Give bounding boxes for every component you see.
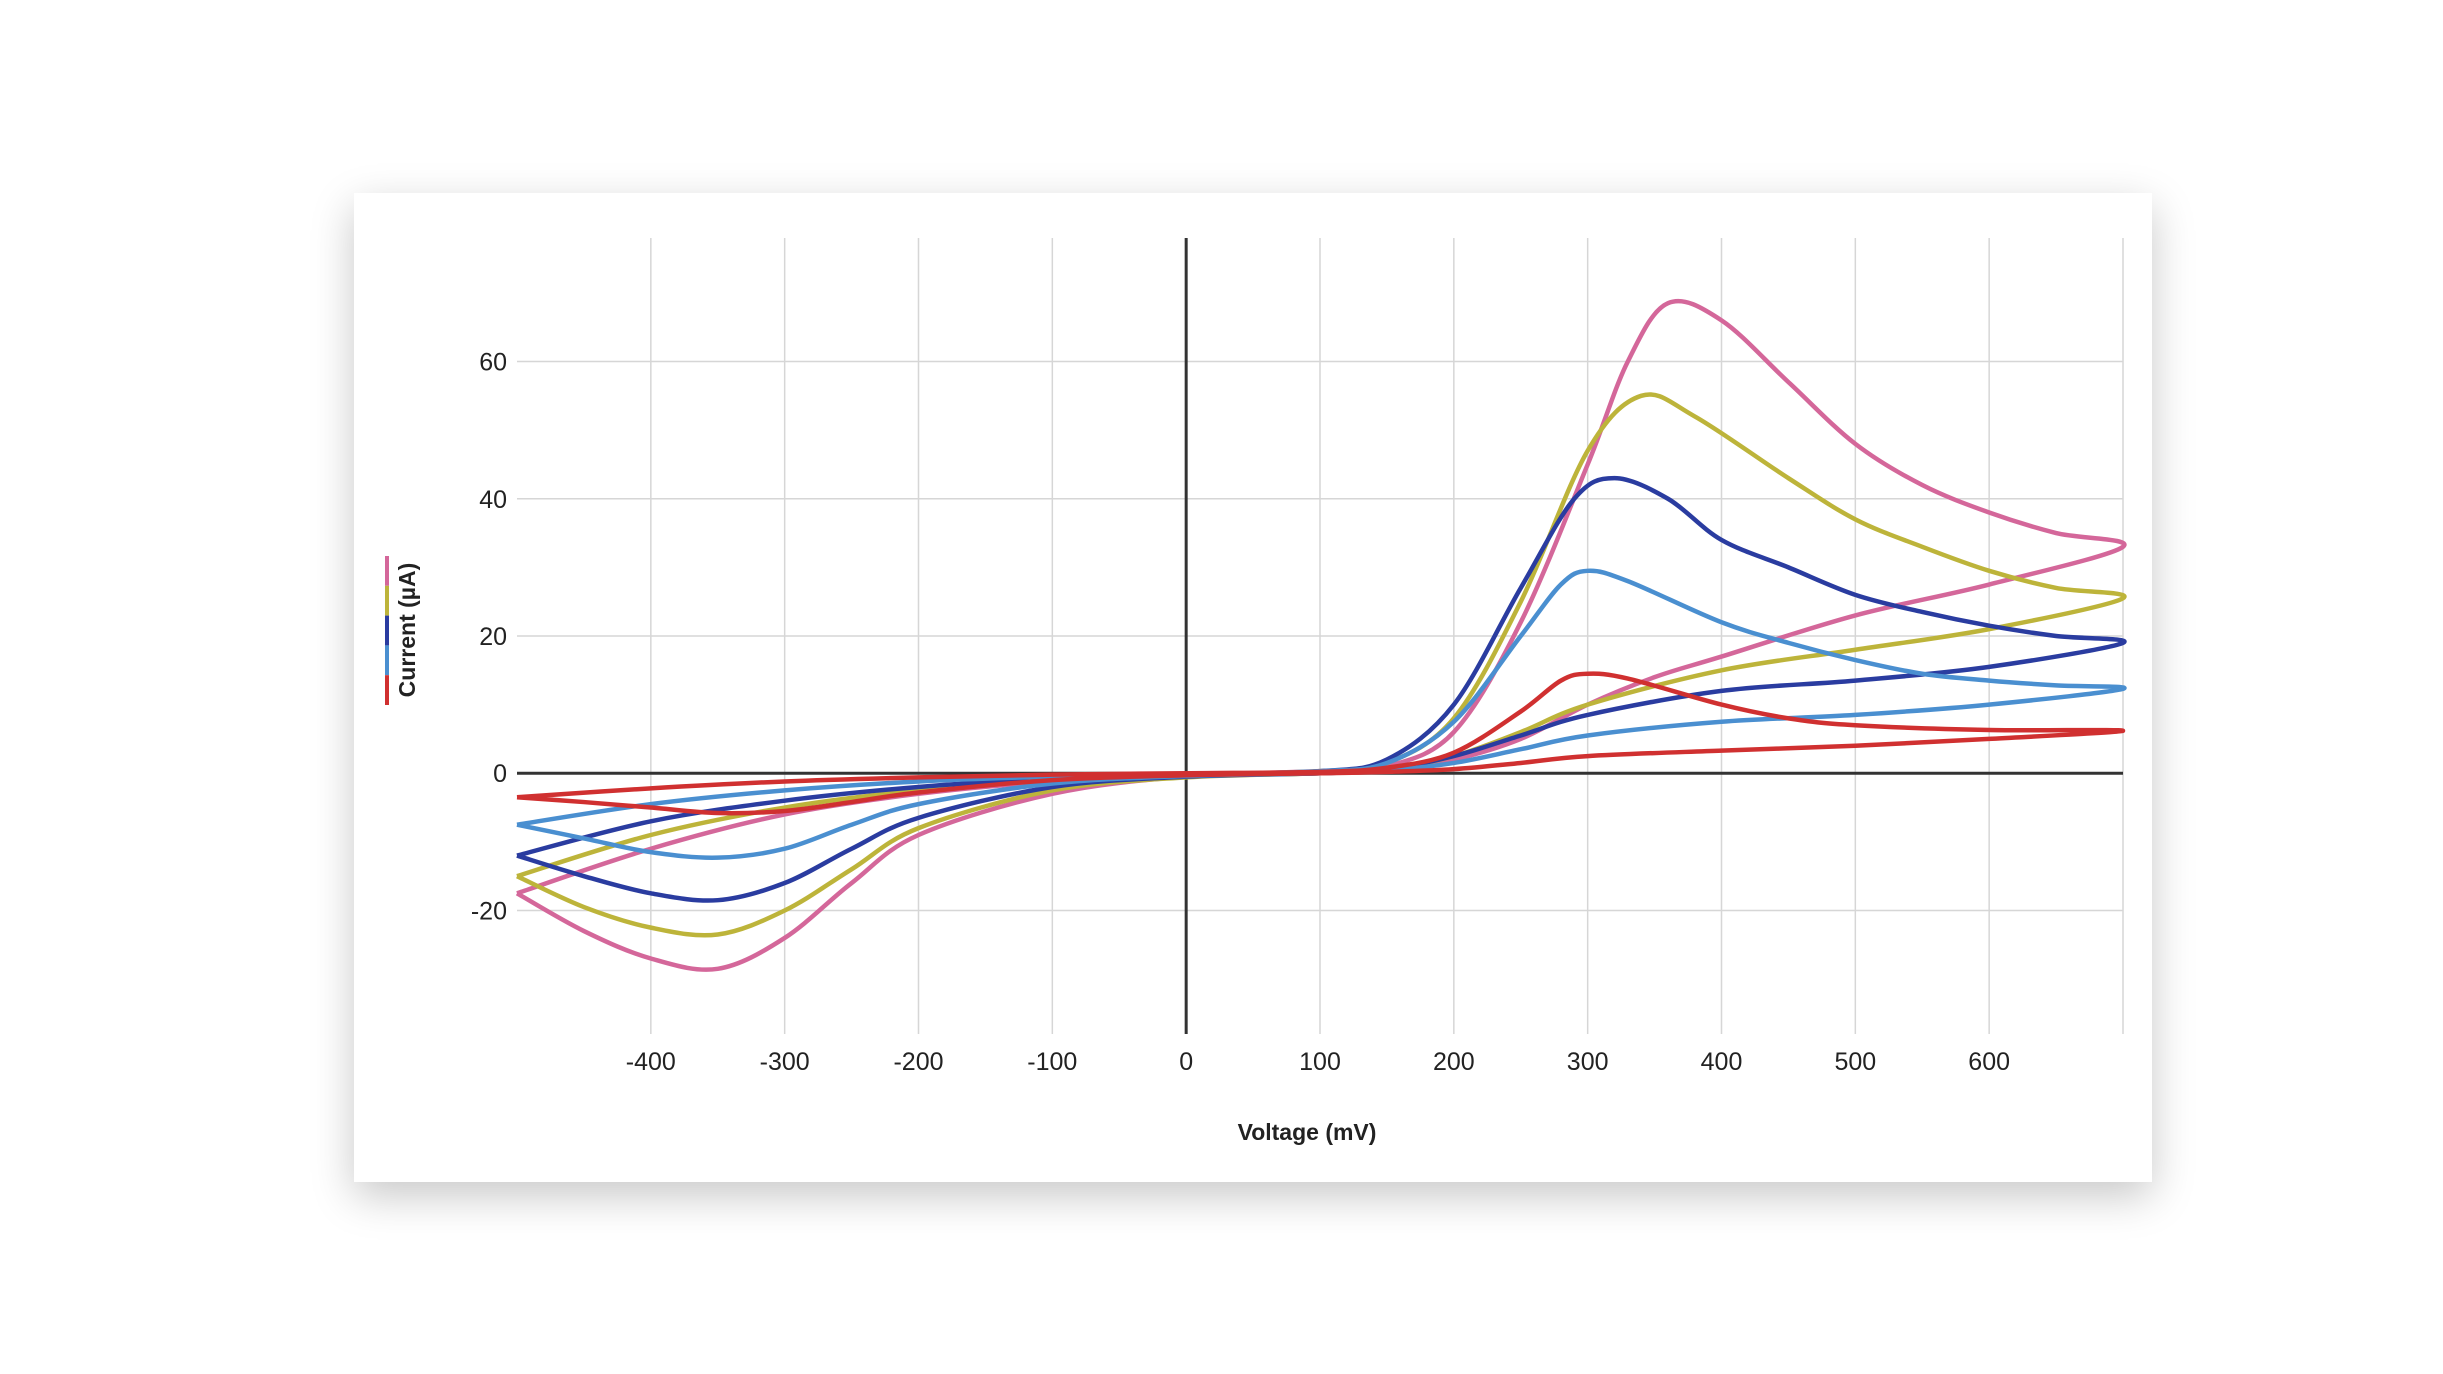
y-tick-label: -20: [471, 897, 507, 925]
legend-swatch-dark-blue: [385, 615, 389, 646]
x-tick-label: 600: [1968, 1048, 2010, 1076]
series-line-red: [516, 671, 2126, 816]
x-tick-label: -200: [893, 1048, 943, 1076]
x-tick-label: -100: [1027, 1048, 1077, 1076]
legend-color-bar: [385, 556, 389, 705]
x-tick-label: 500: [1834, 1048, 1876, 1076]
x-tick-label: 200: [1433, 1048, 1475, 1076]
grid: [517, 238, 2124, 1034]
y-tick-label: 60: [479, 349, 507, 377]
legend-swatch-pink: [385, 556, 389, 586]
x-axis-label: Voltage (mV): [1238, 1119, 1377, 1145]
x-tick-label: 0: [1179, 1048, 1193, 1076]
y-axis-label: Current (µA): [394, 563, 420, 698]
y-tick-label: 20: [479, 623, 507, 651]
chart-card: [354, 193, 2152, 1182]
x-tick-label: 300: [1567, 1048, 1609, 1076]
tick-labels: -400 -300 -200 -100 0 100 200 300 400 500 600-2002…: [471, 349, 2010, 1076]
series-group: [515, 298, 2127, 972]
x-tick-label: 400: [1701, 1048, 1743, 1076]
legend-swatch-red: [385, 675, 389, 705]
y-tick-label: 40: [479, 486, 507, 514]
y-tick-label: 0: [493, 760, 507, 788]
legend-swatch-light-blue: [385, 645, 389, 676]
x-tick-label: 100: [1299, 1048, 1341, 1076]
legend-swatch-yellow: [385, 585, 389, 616]
x-tick-label: -400: [626, 1048, 676, 1076]
x-tick-label: -300: [760, 1048, 810, 1076]
